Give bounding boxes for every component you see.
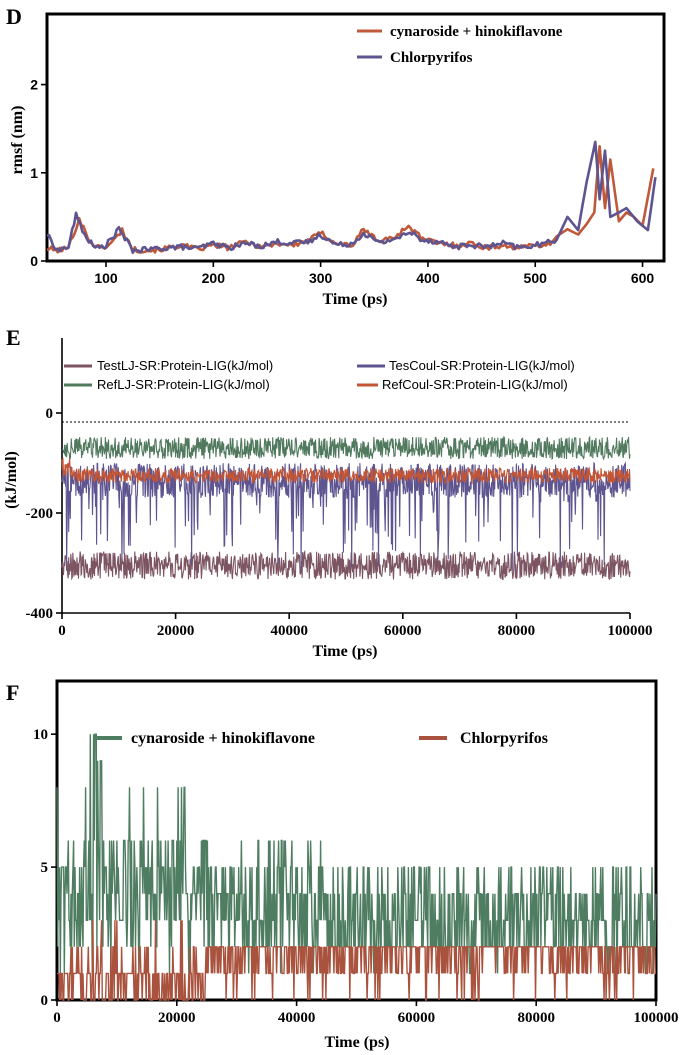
panel-d-y-axis-title: rmsf (nm) xyxy=(9,106,26,175)
panel-e-series-group xyxy=(61,435,631,581)
d-x-tick-label-3: 400 xyxy=(416,270,440,286)
panel-f-x-axis-title: Time (ps) xyxy=(324,1034,389,1051)
d-x-tick-label-1: 200 xyxy=(202,270,226,286)
panel-d-x-axis-title: Time (ps) xyxy=(322,291,387,308)
panel-d-y-ticks: 0 1 2 xyxy=(30,77,47,269)
panel-label-d: D xyxy=(6,4,22,29)
d-x-tick-label-4: 500 xyxy=(524,270,548,286)
e-x-tick-label-0: 0 xyxy=(58,623,66,639)
panel-e-y-axis-title: (kJ/mol) xyxy=(3,451,20,509)
d-x-tick-label-2: 300 xyxy=(309,270,333,286)
e-y-tick-label-2: 0 xyxy=(46,406,54,422)
panel-e-legend-label-1: RefLJ-SR:Protein-LIG(kJ/mol) xyxy=(97,377,270,392)
e-x-tick-label-1: 20000 xyxy=(157,623,195,639)
e-x-tick-label-5: 100000 xyxy=(608,623,653,639)
f-y-tick-label-2: 10 xyxy=(33,727,48,743)
panel-d-x-ticks: 100 200 300 400 500 600 xyxy=(94,261,654,286)
e-x-tick-label-3: 60000 xyxy=(384,623,422,639)
d-y-tick-label-0: 0 xyxy=(30,253,38,269)
e-x-tick-label-2: 40000 xyxy=(270,623,308,639)
panel-e-series-3-line xyxy=(61,458,631,485)
panel-f-series-0-line xyxy=(56,733,657,975)
e-y-tick-label-1: -200 xyxy=(26,506,54,522)
panel-label-f: F xyxy=(6,680,19,705)
panel-f-x-ticks: 0 20000 40000 60000 80000 100000 xyxy=(53,1000,679,1026)
f-x-tick-label-5: 100000 xyxy=(634,1010,679,1026)
f-x-tick-label-1: 20000 xyxy=(158,1010,196,1026)
panel-e-x-axis-title: Time (ps) xyxy=(312,643,377,660)
panel-d-series-0-line xyxy=(46,145,655,254)
panel-f-series-1-line xyxy=(57,920,656,1001)
e-x-tick-label-4: 80000 xyxy=(498,623,536,639)
panel-e-legend-label-0: TestLJ-SR:Protein-LIG(kJ/mol) xyxy=(97,358,273,373)
panel-d-legend: cynaroside + hinokiflavone Chlorpyrifos xyxy=(357,24,563,66)
panel-d-series-1-line xyxy=(46,140,657,254)
panel-e-legend-label-2: TesCoul-SR:Protein-LIG(kJ/mol) xyxy=(389,358,575,373)
panel-e-legend-label-3: RefCoul-SR:Protein-LIG(kJ/mol) xyxy=(382,377,568,392)
d-x-tick-label-5: 600 xyxy=(631,270,655,286)
panel-e-legend: TestLJ-SR:Protein-LIG(kJ/mol) RefLJ-SR:P… xyxy=(64,358,575,392)
f-x-tick-label-0: 0 xyxy=(53,1010,61,1026)
panel-d-legend-label-1: Chlorpyrifos xyxy=(390,50,473,66)
panel-e-series-0-line xyxy=(61,549,631,581)
panel-f-legend-label-1: Chlorpyrifos xyxy=(460,730,548,747)
d-y-tick-label-1: 1 xyxy=(30,165,38,181)
panel-d-rmsf-chart: D 100 200 300 400 500 600 0 1 2 Time (ps) rmsf … xyxy=(6,4,666,308)
panel-e-series-1-line xyxy=(62,435,631,461)
f-x-tick-label-3: 60000 xyxy=(398,1010,436,1026)
f-y-tick-label-1: 5 xyxy=(41,860,49,876)
panel-f-legend: cynaroside + hinokiflavone Chlorpyrifos xyxy=(95,730,548,747)
f-x-tick-label-2: 40000 xyxy=(278,1010,316,1026)
panel-e-energy-chart: E 0 20000 40000 60000 80000 100000 -400 -200 0 … xyxy=(3,325,653,660)
panel-d-legend-label-0: cynaroside + hinokiflavone xyxy=(390,24,563,40)
panel-e-y-ticks: -400 -200 0 xyxy=(26,406,62,622)
panel-d-series-group xyxy=(46,140,657,254)
panel-f-hbond-chart: F 0 20000 40000 60000 80000 100000 0 5 10 Time … xyxy=(6,679,679,1051)
panel-f-series-group xyxy=(56,733,657,1001)
d-y-tick-label-2: 2 xyxy=(30,77,38,93)
f-x-tick-label-4: 80000 xyxy=(517,1010,555,1026)
e-y-tick-label-0: -400 xyxy=(26,606,54,622)
panel-f-y-ticks: 0 5 10 xyxy=(33,727,57,1009)
panel-label-e: E xyxy=(6,325,21,350)
panel-f-legend-label-0: cynaroside + hinokiflavone xyxy=(131,730,315,747)
d-x-tick-label-0: 100 xyxy=(94,270,118,286)
f-y-tick-label-0: 0 xyxy=(41,993,49,1009)
panel-e-x-ticks: 0 20000 40000 60000 80000 100000 xyxy=(58,613,653,639)
panel-d-frame xyxy=(45,12,666,263)
